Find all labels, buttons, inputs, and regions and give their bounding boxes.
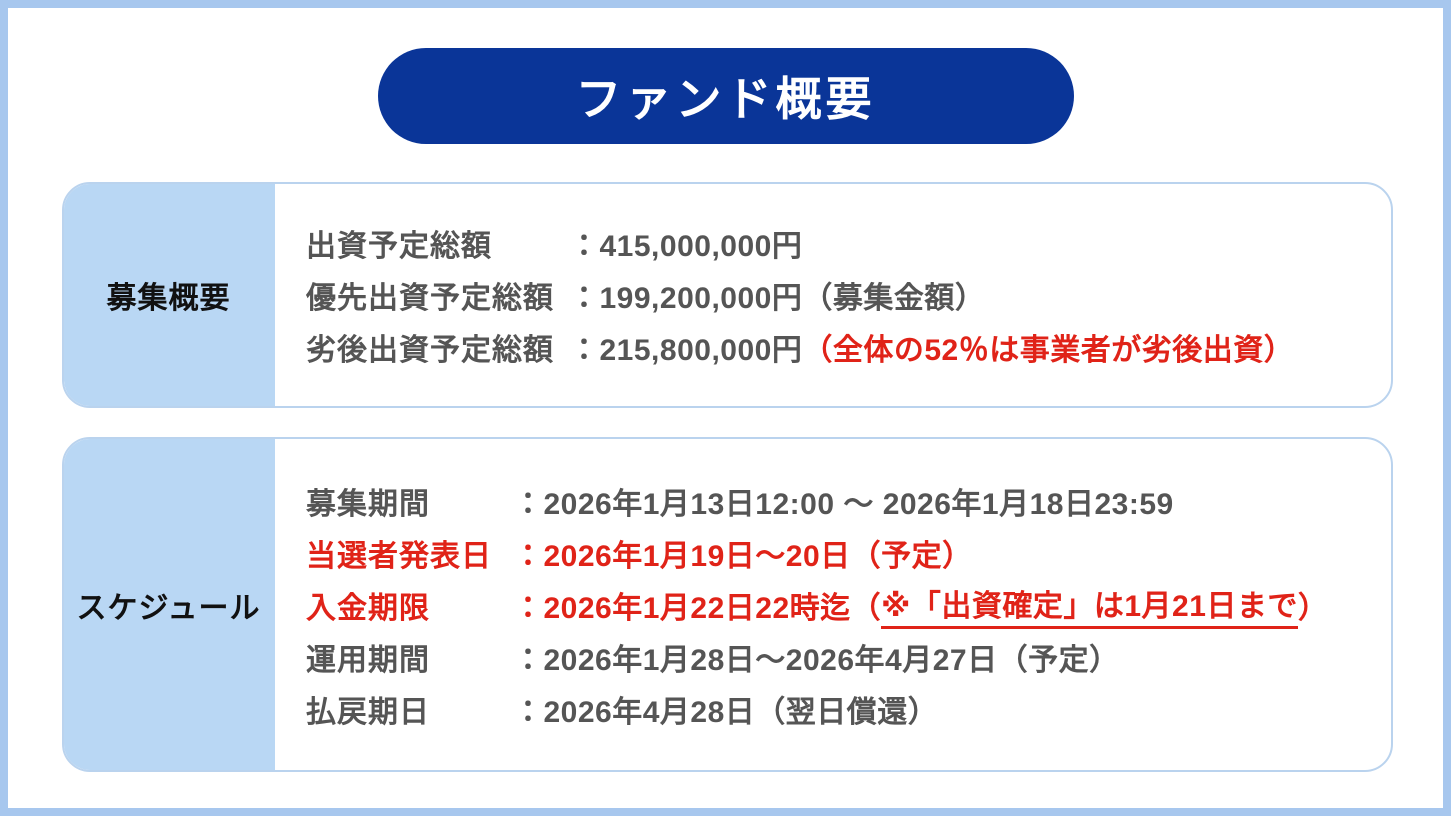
offering-overview-label: 募集概要 [106,282,231,315]
offering-period-row: 募集期間 ：2026年1月13日12:00 ～ 2026年1月18日23:59 [306,475,1391,527]
offering-overview-label-column: 募集概要 [64,184,275,406]
subordinated-investment-row: 劣後出資予定総額 ：215,800,000円 （全体の52％は事業者が劣後出資） [306,321,1391,373]
operation-period-row: 運用期間 ：2026年1月28日～2026年4月27日（予定） [306,631,1391,683]
page-title: ファンド概要 [575,73,876,125]
senior-investment-row: 優先出資予定総額 ：199,200,000円 （募集金額） [306,269,1391,321]
fund-overview-title-pill: ファンド概要 [377,48,1074,144]
total-investment-label: 出資予定総額 [306,230,492,263]
payment-deadline-label: 入金期限 [306,591,430,625]
winner-announcement-label: 当選者発表日 [306,539,492,573]
payment-deadline-close-paren: ） [1297,591,1329,625]
winner-announcement-value: ：2026年1月19日～20日（予定） [513,539,973,573]
total-investment-value: ：415,000,000円 [569,230,803,263]
senior-investment-label: 優先出資予定総額 [306,282,554,315]
schedule-content: 募集期間 ：2026年1月13日12:00 ～ 2026年1月18日23:59 当… [275,439,1391,770]
schedule-label: スケジュール [76,591,261,625]
offering-period-value: ：2026年1月13日12:00 ～ 2026年1月18日23:59 [513,487,1174,521]
offering-overview-box: 募集概要 出資予定総額 ：415,000,000円 優先出資予定総額 ：199,20… [62,182,1393,408]
repayment-date-value: ：2026年4月28日（翌日償還） [513,695,939,729]
subordinated-investment-label: 劣後出資予定総額 [306,334,554,367]
operation-period-label: 運用期間 [306,643,430,677]
schedule-label-column: スケジュール [64,439,275,770]
winner-announcement-row: 当選者発表日 ：2026年1月19日～20日（予定） [306,527,1391,579]
operation-period-value: ：2026年1月28日～2026年4月27日（予定） [513,643,1120,677]
subordinated-investment-value: ：215,800,000円 [569,334,803,367]
total-investment-row: 出資予定総額 ：415,000,000円 [306,217,1391,269]
repayment-date-row: 払戻期日 ：2026年4月28日（翌日償還） [306,683,1391,735]
senior-investment-note: （募集金額） [802,282,986,315]
offering-period-label: 募集期間 [306,487,430,521]
schedule-box: スケジュール 募集期間 ：2026年1月13日12:00 ～ 2026年1月18日… [62,437,1393,772]
payment-deadline-value: ：2026年1月22日22時迄（ [513,591,882,625]
subordinated-investment-note: （全体の52％は事業者が劣後出資） [802,334,1295,367]
senior-investment-value: ：199,200,000円 [569,282,803,315]
offering-overview-content: 出資予定総額 ：415,000,000円 優先出資予定総額 ：199,200,000… [275,184,1391,406]
payment-deadline-underlined-note: ※「出資確定」は1月21日まで [881,581,1298,629]
repayment-date-label: 払戻期日 [306,695,430,729]
payment-deadline-row: 入金期限 ：2026年1月22日22時迄（ ※「出資確定」は1月21日まで） [306,579,1391,631]
